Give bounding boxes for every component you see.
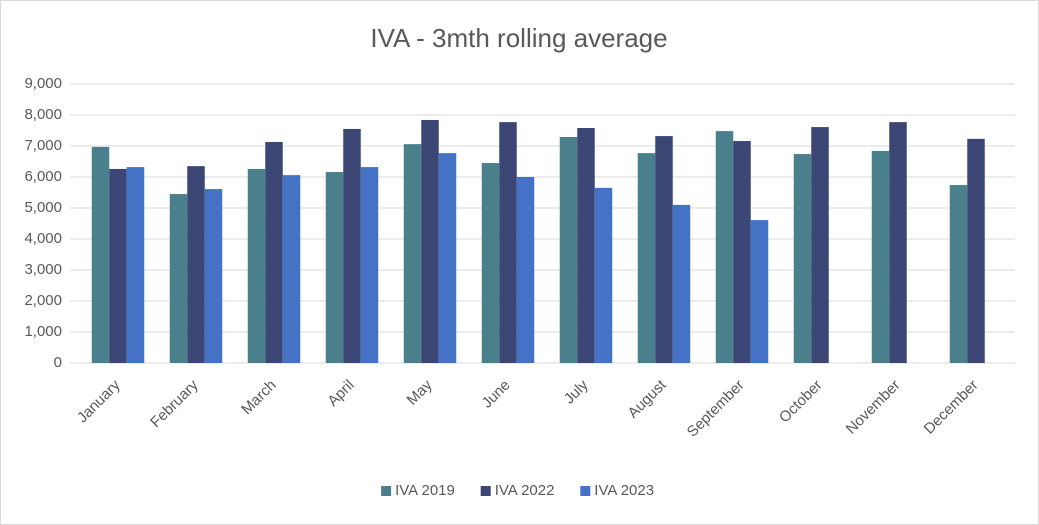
y-tick-label: 4,000 [24,230,62,247]
y-tick-label: 0 [54,354,62,371]
y-tick-label: 7,000 [24,137,62,154]
bar [109,168,127,363]
bar [516,177,535,363]
bar [750,220,769,363]
bar [438,153,457,363]
bar [499,122,517,363]
bar [672,204,691,363]
y-tick-label: 6,000 [24,168,62,185]
bar [282,175,301,363]
bar [247,168,266,363]
bar [187,166,205,363]
bar [265,141,283,363]
bar [325,172,344,363]
y-tick-label: 5,000 [24,199,62,216]
legend-swatch [580,486,591,496]
bar [637,153,656,363]
bar [967,138,985,363]
bar [889,122,907,363]
bar [204,189,223,363]
bar [343,128,361,363]
bar [715,131,734,363]
bar [481,163,500,363]
legend-swatch [381,486,392,496]
bar [403,144,422,363]
bar [594,187,613,363]
bar [126,167,145,363]
bar [793,154,812,363]
legend-label: IVA 2022 [495,482,555,499]
y-tick-label: 1,000 [24,323,62,340]
bar [655,136,673,363]
legend-label: IVA 2019 [395,482,455,499]
legend-swatch [480,486,491,496]
chart-title: IVA - 3mth rolling average [370,23,667,53]
bar [577,128,595,363]
bar [811,127,829,363]
bar [169,194,188,363]
y-tick-label: 9,000 [24,75,62,92]
bar [871,150,890,363]
bar [733,141,751,363]
bar [360,167,379,363]
bar [91,146,110,363]
y-tick-label: 8,000 [24,106,62,123]
y-tick-label: 3,000 [24,261,62,278]
bar [559,137,578,363]
legend-label: IVA 2023 [594,482,654,499]
y-tick-label: 2,000 [24,292,62,309]
bar [949,185,968,363]
bar [421,119,439,364]
